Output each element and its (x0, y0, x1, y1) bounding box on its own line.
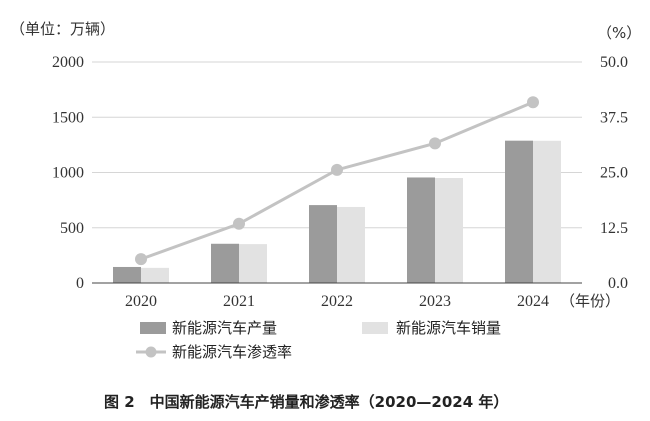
right-axis-ticks: 0.0 12.5 25.0 37.5 50.0 (600, 54, 628, 292)
right-tick-label-3: 37.5 (600, 109, 628, 126)
legend-label-penetration: 新能源汽车渗透率 (172, 343, 292, 361)
left-tick-label-2: 1000 (52, 165, 84, 182)
x-tick-label-2021: 2021 (223, 293, 255, 310)
right-tick-label-4: 50.0 (600, 54, 628, 71)
left-tick-label-0: 0 (76, 275, 84, 292)
x-tick-label-2023: 2023 (419, 293, 451, 310)
bar-production-2024 (505, 140, 533, 283)
right-tick-label-0: 0.0 (608, 275, 628, 292)
left-tick-label-1: 500 (60, 220, 84, 237)
bar-production-2021 (211, 243, 239, 283)
left-tick-label-3: 1500 (52, 109, 84, 126)
bar-sales-2021 (239, 244, 267, 283)
bar-production-2020 (113, 266, 141, 283)
penetration-point-2020 (135, 253, 147, 266)
bar-sales-2022 (337, 206, 365, 283)
bar-sales-2024 (533, 140, 561, 283)
left-tick-label-4: 2000 (52, 54, 84, 71)
legend-swatch-production (140, 322, 166, 334)
x-tick-label-2020: 2020 (125, 293, 157, 310)
legend-marker-penetration (145, 346, 157, 358)
bar-production-2023 (407, 177, 435, 283)
bar-sales-2023 (435, 178, 463, 283)
x-axis-ticks: 2020 2021 2022 2023 2024 (125, 293, 549, 310)
right-tick-label-2: 25.0 (600, 165, 628, 182)
penetration-point-2024 (527, 96, 539, 109)
line-series (135, 96, 539, 266)
x-axis-suffix: （年份） (560, 292, 620, 310)
bar-sales-2020 (141, 267, 169, 283)
legend-label-sales: 新能源汽车销量 (396, 319, 501, 337)
legend: 新能源汽车产量 新能源汽车销量 新能源汽车渗透率 (136, 319, 501, 361)
x-tick-label-2024: 2024 (517, 293, 549, 310)
left-axis-ticks: 0 500 1000 1500 2000 (52, 54, 84, 292)
bar-production-2022 (309, 205, 337, 283)
penetration-point-2021 (233, 217, 245, 230)
x-tick-label-2022: 2022 (321, 293, 353, 310)
right-tick-label-1: 12.5 (600, 220, 628, 237)
legend-label-production: 新能源汽车产量 (172, 319, 277, 337)
penetration-point-2022 (331, 163, 343, 176)
legend-swatch-sales (362, 322, 388, 334)
left-axis-unit-label: （单位：万辆） (10, 20, 115, 38)
right-axis-unit-label: （%） (597, 24, 641, 42)
bar-series (113, 140, 561, 283)
penetration-point-2023 (429, 137, 441, 150)
figure-caption: 图 2 中国新能源汽车产销量和渗透率（2020—2024 年） (104, 393, 508, 411)
